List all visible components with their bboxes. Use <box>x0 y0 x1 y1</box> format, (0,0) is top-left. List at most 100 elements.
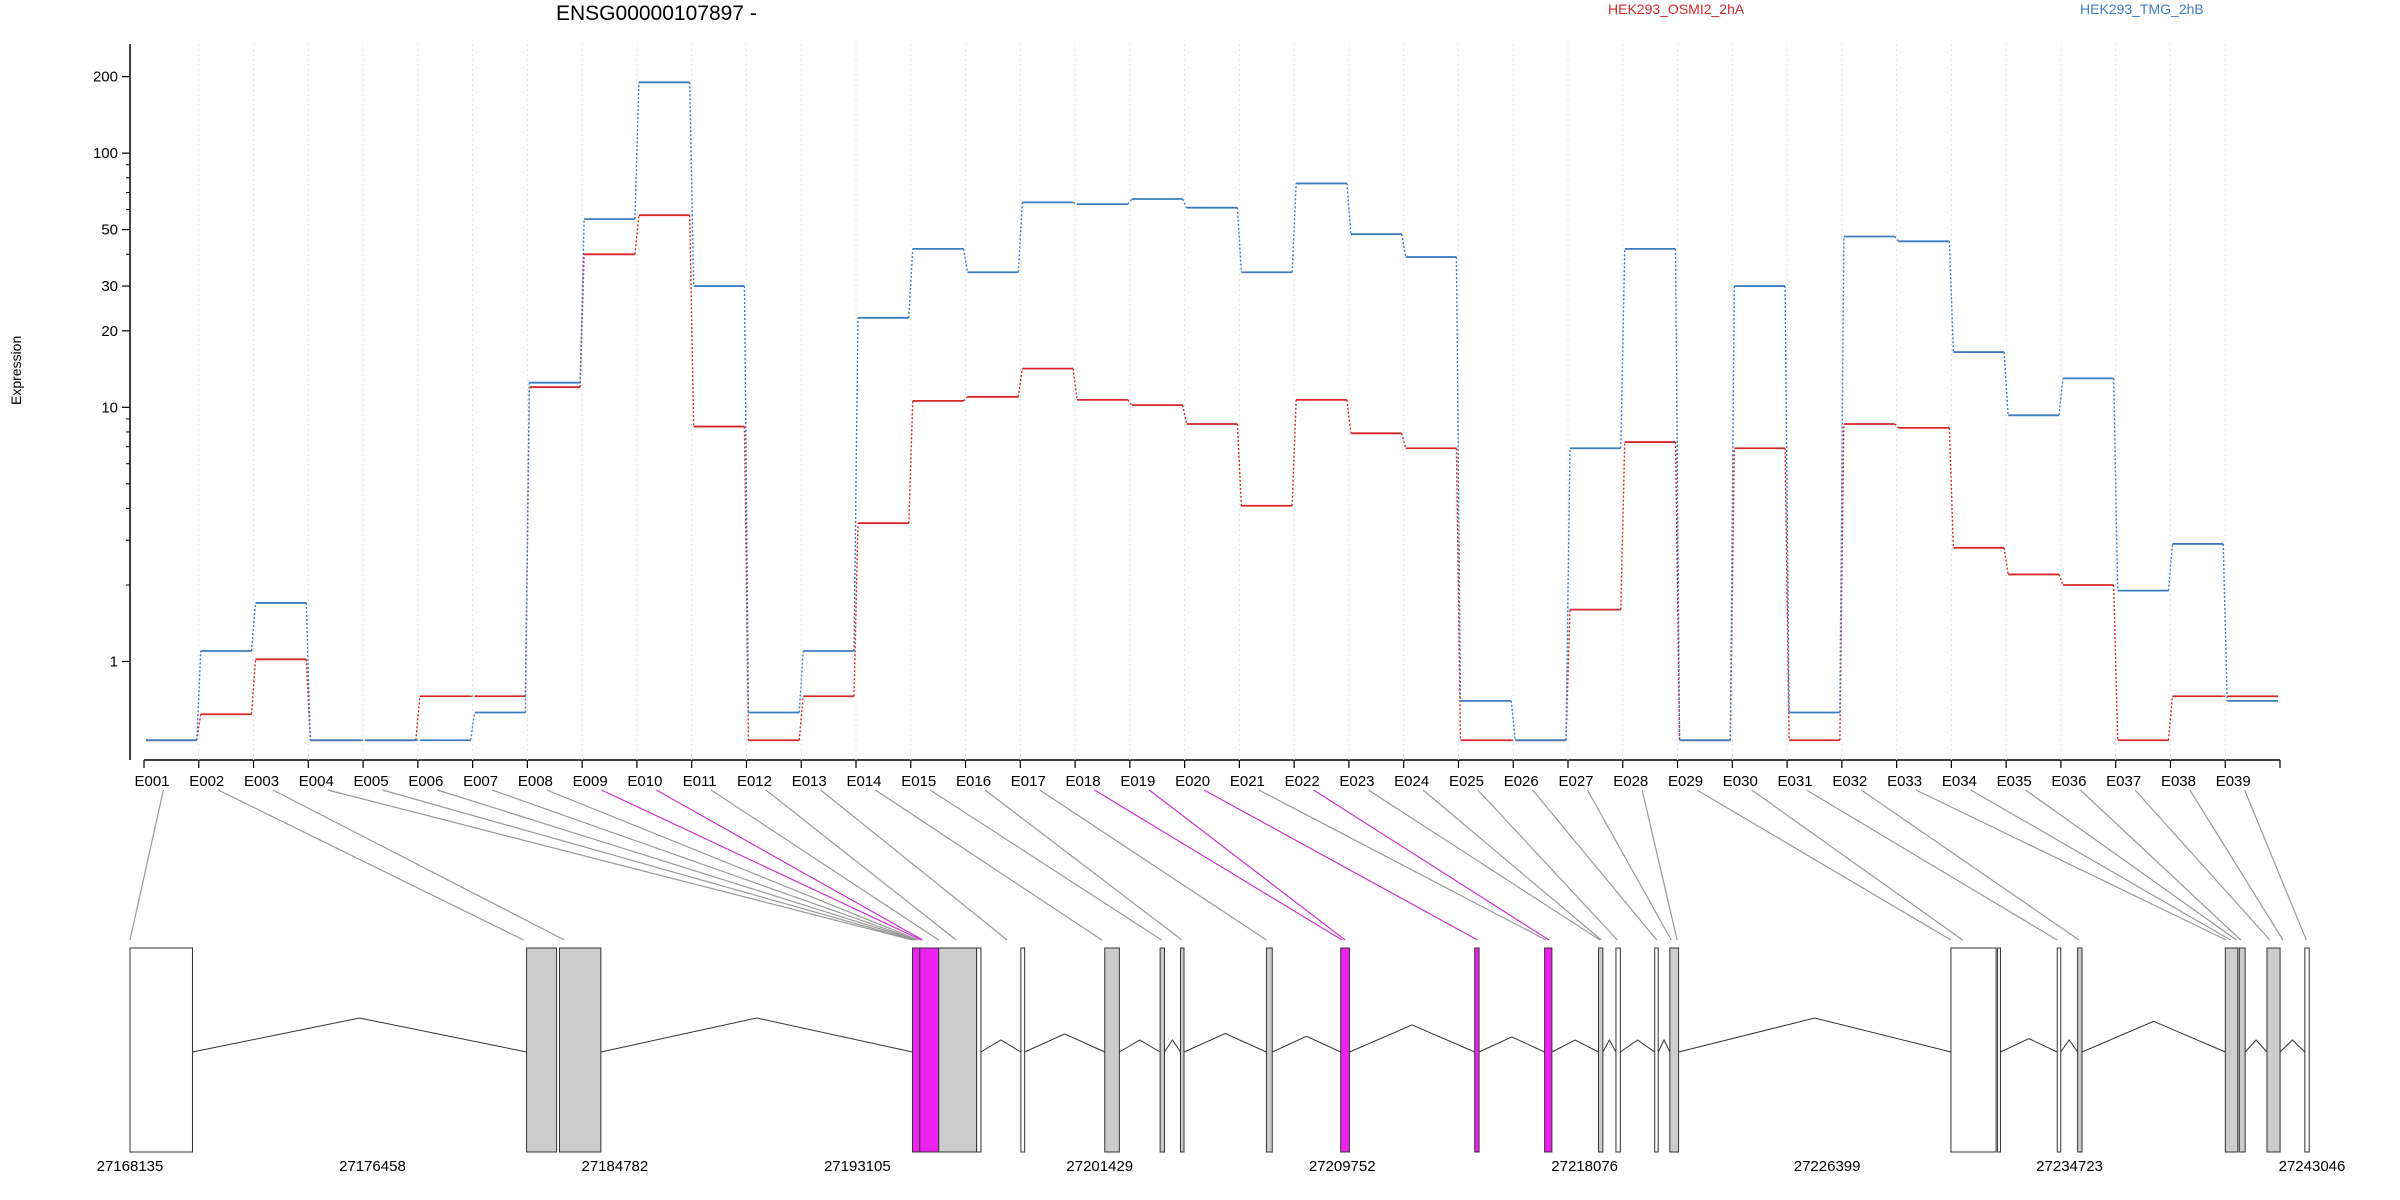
exon-connector <box>601 789 922 941</box>
series-step <box>524 382 531 713</box>
y-tick-label: 100 <box>93 145 118 162</box>
exon-connector <box>129 789 164 941</box>
series-sample-a <box>146 214 2278 742</box>
exon-box <box>1544 947 1553 1153</box>
exon-box <box>2077 947 2083 1153</box>
exon-box <box>2238 947 2246 1153</box>
x-tick-label: E011 <box>683 773 717 790</box>
exon-connector <box>491 789 918 941</box>
series-step <box>1620 248 1626 449</box>
series-step <box>1784 286 1790 713</box>
series-step <box>1346 183 1352 235</box>
x-tick-label: E020 <box>1175 773 1210 790</box>
y-tick-label: 30 <box>101 278 118 295</box>
exon-box <box>1340 947 1350 1153</box>
intron-line <box>1620 1039 1655 1053</box>
exon-connector <box>217 789 524 941</box>
exon-connector <box>272 789 565 941</box>
exon-connector <box>1313 789 1550 941</box>
exon-connector <box>1751 789 1963 941</box>
series-step <box>688 215 695 427</box>
intron-line <box>1678 1017 1952 1053</box>
intron-line <box>1657 1038 1671 1053</box>
series-step <box>2003 351 2009 416</box>
series-step <box>1565 448 1571 741</box>
exon-connector <box>984 789 1183 941</box>
intron-line <box>2244 1039 2268 1053</box>
genomic-coordinate-label: 27193105 <box>824 1158 891 1175</box>
x-tick-label: E035 <box>1997 773 2032 790</box>
series-step <box>1948 241 1955 353</box>
series-step <box>250 659 257 715</box>
series-step <box>1236 207 1243 273</box>
x-tick-label: E005 <box>354 773 389 790</box>
exon-connector <box>2134 789 2271 941</box>
series-step <box>1455 257 1462 701</box>
x-tick-label: E013 <box>792 773 827 790</box>
exon-box <box>1654 947 1659 1153</box>
series-step <box>1181 404 1188 425</box>
x-tick-label: E019 <box>1120 773 1155 790</box>
series-step <box>2058 574 2064 586</box>
series-step <box>908 248 914 318</box>
series-step <box>1894 236 1900 242</box>
genomic-coordinate-label: 27218076 <box>1551 1158 1618 1175</box>
exon-connector <box>327 789 913 941</box>
intron-line <box>1024 1033 1105 1053</box>
series-step <box>2222 543 2228 701</box>
x-tick-label: E014 <box>846 773 881 790</box>
x-tick-label: E027 <box>1558 773 1593 790</box>
exon-connector <box>2244 789 2307 941</box>
x-tick-label: E021 <box>1230 773 1265 790</box>
exon-connector <box>765 789 957 941</box>
series-step <box>1291 183 1297 273</box>
intron-line <box>2060 1039 2079 1053</box>
x-tick-label: E036 <box>2051 773 2086 790</box>
genomic-coordinate-label: 27226399 <box>1794 1158 1861 1175</box>
series-step <box>2167 696 2174 741</box>
genomic-coordinate-label: 27243046 <box>2279 1158 2346 1175</box>
exon-box <box>1159 947 1165 1153</box>
series-step <box>2112 584 2119 741</box>
exon-box <box>1020 947 1026 1153</box>
x-tick-label: E012 <box>737 773 772 790</box>
x-tick-label: E033 <box>1887 773 1922 790</box>
series-step <box>1236 423 1243 506</box>
exon-connector <box>1641 789 1678 941</box>
x-tick-label: E026 <box>1504 773 1539 790</box>
exon-box <box>1950 947 1997 1153</box>
series-step <box>579 219 585 383</box>
y-tick-label: 10 <box>101 399 118 416</box>
series-step <box>1291 399 1297 506</box>
series-step <box>1401 433 1407 449</box>
intron-line <box>980 1039 1022 1053</box>
exon-connector <box>2189 789 2284 941</box>
series-step <box>305 659 312 741</box>
series-step <box>853 317 859 651</box>
series-step <box>1017 202 1024 273</box>
intron-line <box>600 1017 913 1053</box>
legend-entry-sample-a: HEK293_OSMI2_2hA <box>1608 1 1745 17</box>
exon-box <box>976 947 982 1153</box>
series-step <box>1072 201 1078 205</box>
genomic-coordinate-label: 27201429 <box>1066 1158 1133 1175</box>
exon-connector <box>1148 789 1346 941</box>
page-title: ENSG00000107897 - <box>556 2 757 25</box>
series-step <box>688 82 695 287</box>
series-step <box>250 602 257 652</box>
exon-connector <box>1860 789 2080 941</box>
intron-line <box>1164 1039 1181 1053</box>
intron-line <box>1551 1039 1599 1053</box>
exon-connector <box>875 789 1103 941</box>
series-step <box>1455 448 1462 741</box>
genomic-coordinate-label: 27209752 <box>1309 1158 1376 1175</box>
x-tick-label: E023 <box>1339 773 1374 790</box>
series-step <box>1072 368 1078 400</box>
x-tick-label: E030 <box>1723 773 1758 790</box>
y-tick-label: 20 <box>101 323 118 340</box>
x-tick-label: E032 <box>1832 773 1867 790</box>
x-tick-label: E007 <box>463 773 498 790</box>
intron-line <box>1349 1024 1475 1053</box>
exon-connector <box>820 789 1008 941</box>
